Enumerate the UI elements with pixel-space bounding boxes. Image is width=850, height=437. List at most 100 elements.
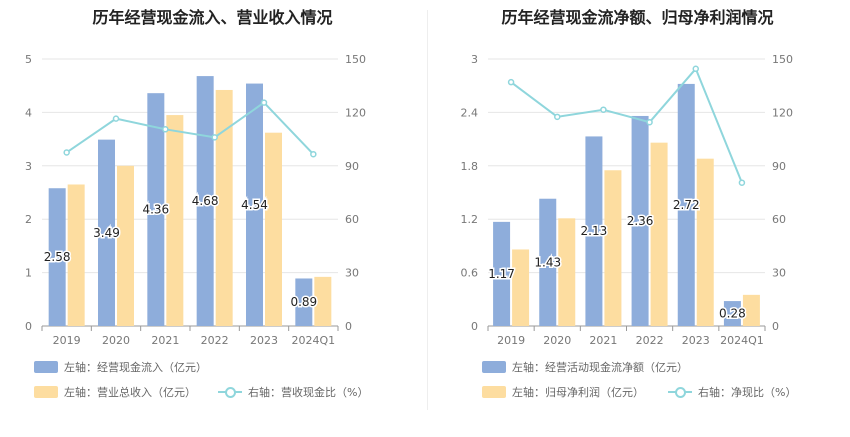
chart-panel-left: 历年经营现金流入、营业收入情况 0 0 1 30 2 60 3 90 4 120 5 150 2019 2… [25, 8, 368, 400]
chart-panel-right: 历年经营现金流净额、归母净利润情况 0 0 0.6 30 1.2 60 1.8 90 2.4 12… [425, 0, 850, 437]
x-tick-label: 2020 [102, 334, 130, 347]
y-left-tick-label: 1 [25, 267, 32, 280]
chart-title: 历年经营现金流净额、归母净利润情况 [501, 8, 774, 27]
legend-item-series-3[interactable]: 右轴：营收现金比（%） [218, 384, 368, 400]
legend-swatch [482, 361, 506, 373]
y-right-tick-label: 120 [345, 106, 366, 119]
chart-canvas: 0 0 1 30 2 60 3 90 4 120 5 150 2019 2020 2021 2022 2023 2… [25, 53, 366, 347]
bar-1 [48, 188, 66, 326]
x-tick-label: 2019 [497, 334, 525, 347]
legend-label: 左轴：归母净利润（亿元） [512, 386, 644, 399]
x-tick-label: 2023 [682, 334, 710, 347]
legend-label: 右轴：营收现金比（%） [248, 386, 369, 399]
legend-line-icon [218, 386, 242, 398]
bar-1 [493, 221, 511, 326]
y-left-tick-label: 5 [25, 53, 32, 66]
legend-label: 左轴：营业总收入（亿元） [64, 386, 196, 399]
bar-data-label: 0.28 [719, 307, 746, 321]
y-left-tick-label: 2.4 [461, 106, 479, 119]
bar-1 [246, 83, 263, 327]
bar-2 [117, 165, 134, 326]
y-right-tick-label: 30 [772, 267, 786, 280]
y-right-tick-label: 150 [772, 53, 793, 66]
bar-data-label: 4.68 [192, 194, 219, 208]
line-point [211, 134, 218, 141]
bar-2 [166, 115, 184, 326]
line-point [554, 113, 561, 121]
line-point [63, 149, 70, 156]
bar-1 [295, 278, 313, 326]
bar-data-label: 4.54 [241, 198, 268, 212]
y-right-tick-label: 60 [772, 213, 786, 226]
x-tick-label: 2024Q1 [292, 334, 336, 347]
bar-1 [147, 93, 165, 327]
y-right-tick-label: 0 [772, 320, 779, 333]
legend-label: 右轴：净现比（%） [698, 386, 797, 399]
y-right-tick-label: 120 [772, 106, 793, 119]
legend-label: 左轴：经营现金流入（亿元） [64, 361, 207, 374]
x-tick-label: 2024Q1 [720, 334, 764, 347]
line-point [692, 65, 699, 73]
bar-1 [677, 83, 695, 326]
bar-2 [67, 184, 85, 326]
bar-data-label: 2.36 [627, 214, 654, 228]
y-left-tick-label: 1.8 [461, 160, 479, 173]
y-right-tick-label: 0 [345, 320, 352, 333]
bar-2 [650, 142, 668, 326]
line-point [310, 150, 317, 158]
y-left-tick-label: 4 [25, 106, 32, 119]
line-point [646, 118, 653, 126]
bar-data-label: 3.49 [93, 226, 120, 240]
bar-data-label: 2.72 [673, 198, 700, 212]
legend-item-series-1[interactable]: 左轴：经营现金流入（亿元） [34, 359, 207, 375]
bar-data-label: 2.58 [44, 250, 71, 264]
bar-1 [631, 115, 649, 327]
legend-line-icon [668, 386, 692, 398]
bar-2 [558, 218, 576, 326]
y-right-tick-label: 90 [345, 160, 359, 173]
x-tick-label: 2022 [201, 334, 229, 347]
panel-divider [427, 10, 428, 410]
bar-2 [215, 89, 233, 326]
legend-item-series-2[interactable]: 左轴：营业总收入（亿元） [34, 384, 196, 400]
line-series [66, 101, 315, 155]
legend-item-series-2[interactable]: 左轴：归母净利润（亿元） [482, 384, 644, 400]
line-point [600, 106, 607, 113]
bar-2 [512, 249, 530, 326]
bar-data-label: 4.36 [142, 203, 169, 217]
legend-swatch [482, 386, 506, 398]
y-right-tick-label: 30 [345, 267, 359, 280]
y-left-tick-label: 1.2 [461, 213, 479, 226]
bar-data-label: 1.43 [534, 255, 561, 269]
legend-item-series-3[interactable]: 右轴：净现比（%） [668, 384, 796, 400]
bar-2 [696, 158, 714, 326]
bar-data-label: 1.17 [488, 267, 515, 281]
y-left-tick-label: 0.6 [461, 267, 479, 280]
line-series [510, 66, 743, 184]
x-tick-label: 2021 [151, 334, 179, 347]
legend-label: 左轴：经营活动现金流净额（亿元） [512, 361, 688, 374]
y-left-tick-label: 0 [25, 320, 32, 333]
x-tick-label: 2019 [53, 334, 81, 347]
bar-2 [742, 294, 760, 326]
line-point [162, 126, 169, 133]
bar-2 [314, 276, 332, 326]
bar-2 [265, 132, 282, 326]
y-right-tick-label: 90 [772, 160, 786, 173]
bar-1 [723, 301, 741, 326]
bar-data-label: 0.89 [290, 295, 317, 309]
y-right-tick-label: 150 [345, 53, 366, 66]
line-point [738, 179, 746, 186]
y-left-tick-label: 3 [471, 53, 478, 66]
line-point [507, 78, 515, 86]
line-point [260, 99, 268, 106]
x-tick-label: 2022 [636, 334, 664, 347]
x-tick-label: 2021 [589, 334, 617, 347]
bar-1 [585, 136, 603, 326]
y-left-tick-label: 3 [25, 160, 32, 173]
legend-item-series-1[interactable]: 左轴：经营活动现金流净额（亿元） [482, 359, 688, 375]
bar-2 [604, 170, 622, 326]
chart-title: 历年经营现金流入、营业收入情况 [92, 8, 333, 27]
line-point [112, 115, 120, 122]
y-left-tick-label: 0 [471, 320, 478, 333]
